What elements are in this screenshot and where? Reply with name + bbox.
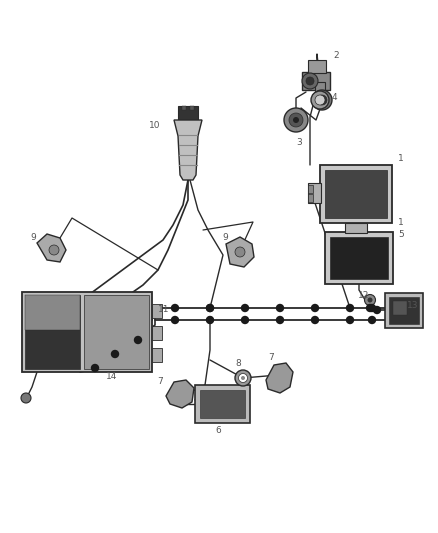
Bar [152,348,162,362]
Bar [308,194,313,202]
Circle shape [346,317,353,324]
Bar [84,295,149,369]
Circle shape [374,306,381,313]
Circle shape [241,304,248,311]
Text: 12: 12 [358,292,369,301]
Bar [190,106,194,110]
Circle shape [241,317,248,324]
Bar [152,304,162,318]
Text: 7: 7 [157,377,163,386]
Circle shape [311,304,318,311]
Bar [182,106,186,110]
Circle shape [134,336,141,343]
Circle shape [368,317,375,324]
Circle shape [317,95,327,105]
Bar [345,223,367,233]
Circle shape [311,91,329,109]
Bar [195,385,250,423]
Circle shape [311,317,318,324]
Polygon shape [174,120,202,180]
Circle shape [312,90,332,110]
Text: 11: 11 [158,305,170,314]
Bar [325,170,387,218]
Text: 2: 2 [333,51,339,60]
Bar [22,292,152,372]
Polygon shape [37,234,66,262]
Circle shape [241,376,245,380]
Text: 1: 1 [398,218,404,227]
Bar [178,106,198,121]
Circle shape [235,370,251,386]
Bar [385,293,423,328]
Text: 9: 9 [222,233,228,242]
Circle shape [239,374,247,383]
Bar [200,390,245,418]
Polygon shape [266,363,293,393]
Circle shape [364,295,375,305]
Circle shape [21,393,31,403]
Circle shape [172,304,179,311]
Bar [25,295,80,369]
Bar [393,301,407,315]
Bar [308,60,326,73]
Bar [315,82,325,91]
Circle shape [206,317,213,324]
Circle shape [289,113,303,127]
Bar [330,237,388,279]
Bar [308,185,313,193]
Text: 10: 10 [148,120,160,130]
Circle shape [276,304,283,311]
Circle shape [368,304,375,311]
Text: 9: 9 [30,233,36,242]
Text: 7: 7 [268,353,274,362]
Circle shape [306,77,314,85]
Text: 4: 4 [332,93,338,102]
Circle shape [206,304,213,311]
Circle shape [92,365,99,372]
Circle shape [315,95,325,105]
Polygon shape [226,237,254,267]
Bar [25,295,80,330]
Text: 5: 5 [398,230,404,239]
Bar [389,297,419,324]
Circle shape [235,247,245,257]
Circle shape [302,73,318,89]
Circle shape [49,245,59,255]
Text: 3: 3 [296,138,302,147]
Bar [302,72,330,90]
Circle shape [112,351,119,358]
Circle shape [206,304,213,311]
Bar [152,326,162,340]
Text: 1: 1 [398,154,404,163]
Circle shape [172,317,179,324]
Circle shape [284,108,308,132]
Circle shape [276,317,283,324]
Polygon shape [166,380,194,408]
Text: 6: 6 [215,426,221,435]
Circle shape [367,304,374,311]
Circle shape [367,297,372,303]
Circle shape [207,317,213,323]
Text: 14: 14 [106,372,118,381]
Bar [308,183,321,203]
Bar [325,232,393,284]
Text: 13: 13 [407,302,418,311]
Text: 8: 8 [235,359,241,368]
Circle shape [293,117,299,123]
Circle shape [346,304,353,311]
Bar [320,165,392,223]
